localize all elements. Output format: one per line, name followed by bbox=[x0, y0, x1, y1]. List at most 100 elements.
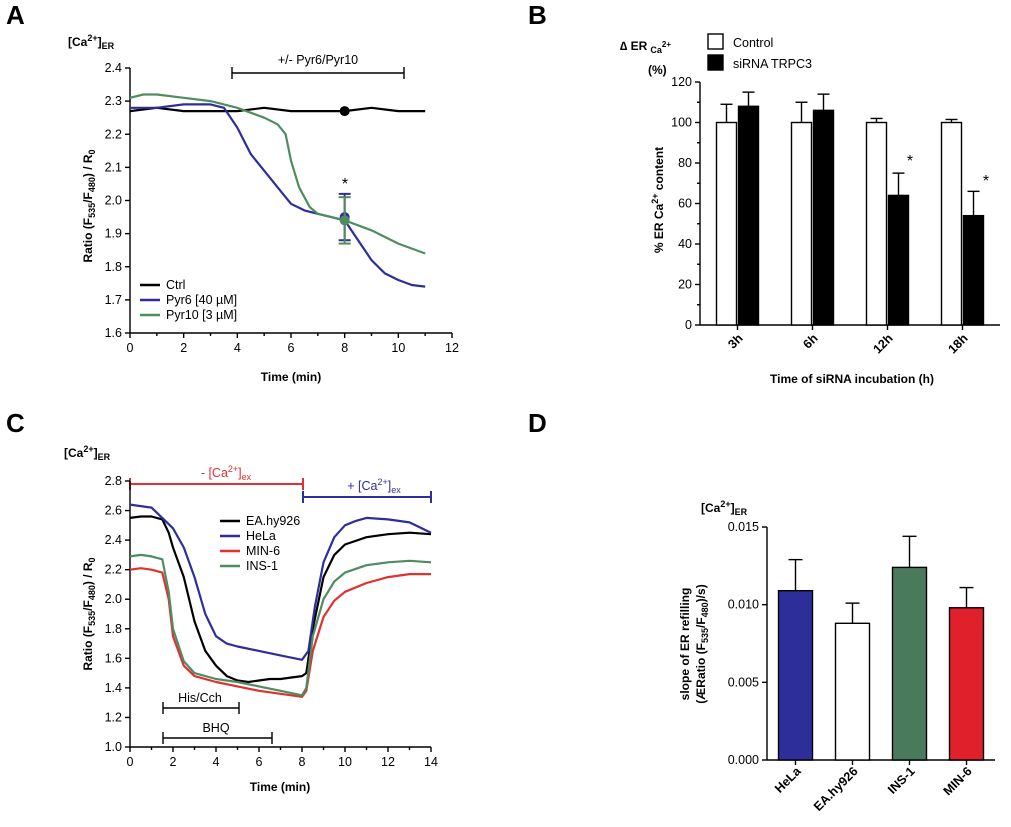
x-tick-label: 8 bbox=[299, 755, 306, 769]
panel-d: D [Ca2+]ER slope of ER refilling (ÆRatio… bbox=[528, 408, 995, 814]
x-tick-label: 0 bbox=[127, 755, 134, 769]
y-tick-label: 120 bbox=[671, 75, 692, 89]
legend-label: Ctrl bbox=[166, 278, 185, 292]
bar-INS-1 bbox=[891, 566, 928, 761]
x-tick-label: 2 bbox=[180, 341, 187, 355]
plus-calcium-label: + [Ca2+]ex bbox=[347, 477, 401, 495]
legend-swatch bbox=[707, 33, 724, 50]
legend-label: siRNA TRPC3 bbox=[733, 57, 812, 71]
legend-label: Control bbox=[733, 36, 773, 50]
y-tick-label: 0.010 bbox=[728, 598, 759, 612]
x-tick-label: 0 bbox=[127, 341, 134, 355]
x-tick-label: 6 bbox=[288, 341, 295, 355]
panel-a-xlabel: Time (min) bbox=[261, 370, 321, 384]
y-tick-label: 1.8 bbox=[105, 260, 122, 274]
bar-6h-0 bbox=[790, 121, 813, 326]
y-tick-label: 80 bbox=[678, 156, 692, 170]
series-line-1 bbox=[129, 503, 432, 661]
x-tick-label: 12 bbox=[445, 341, 459, 355]
panel-b-header: ∆ ER Ca2+ bbox=[620, 39, 671, 55]
y-tick-label: 2.2 bbox=[105, 127, 122, 141]
bar-12h-1 bbox=[887, 194, 910, 326]
series-line-0 bbox=[129, 515, 432, 684]
y-tick-label: 0.015 bbox=[728, 520, 759, 534]
y-tick-label: 2.6 bbox=[105, 504, 122, 518]
y-tick-label: 1.6 bbox=[105, 326, 122, 340]
y-tick-label: 1.7 bbox=[105, 293, 122, 307]
x-tick-label: MIN-6 bbox=[941, 764, 975, 798]
his-cch-label: His/Cch bbox=[178, 691, 222, 705]
x-tick-label: 14 bbox=[424, 755, 438, 769]
panel-b-plot bbox=[715, 91, 985, 326]
x-tick-label: 4 bbox=[234, 341, 241, 355]
panel-a-plot bbox=[129, 93, 426, 288]
y-tick-label: 1.9 bbox=[105, 227, 122, 241]
x-tick-label: 10 bbox=[391, 341, 405, 355]
legend-label: MIN-6 bbox=[246, 544, 280, 558]
y-tick-label: 1.2 bbox=[105, 710, 122, 724]
x-tick-label: 8 bbox=[341, 341, 348, 355]
y-tick-label: 2.8 bbox=[105, 474, 122, 488]
y-tick-label: 20 bbox=[678, 278, 692, 292]
series-line-3 bbox=[129, 553, 432, 697]
series-line-0 bbox=[129, 106, 426, 113]
legend-label: Pyr10 [3 µM] bbox=[166, 308, 237, 322]
panel-a-axes: 1.6 1.7 1.8 1.9 2.0 2.1 2.2 2.3 2.4 0 2 4 6 8 10 12 bbox=[105, 61, 459, 355]
panel-c-xlabel: Time (min) bbox=[250, 780, 310, 794]
y-tick-label: 2.2 bbox=[105, 563, 122, 577]
y-tick-label: 2.3 bbox=[105, 94, 122, 108]
panel-a-letter: A bbox=[6, 0, 25, 30]
x-tick-label: 10 bbox=[338, 755, 352, 769]
x-tick-label: 6h bbox=[800, 331, 820, 351]
series-line-1 bbox=[130, 103, 426, 288]
y-tick-label: 2.0 bbox=[105, 592, 122, 606]
x-tick-label: HeLa bbox=[772, 763, 804, 795]
panel-b-letter: B bbox=[528, 0, 547, 30]
panel-b-ylabel: % ER Ca2+ content bbox=[650, 147, 666, 253]
panel-b-header-unit: (%) bbox=[648, 63, 667, 77]
x-tick-label: EA.hy926 bbox=[811, 764, 861, 814]
panel-a-ylabel: Ratio (F535/F480) / R0 bbox=[81, 149, 97, 262]
bar-12h-0 bbox=[865, 121, 888, 326]
bar-6h-1 bbox=[812, 109, 835, 326]
x-tick-label: 18h bbox=[945, 331, 970, 356]
bar-HeLa bbox=[777, 589, 814, 761]
series-line-2 bbox=[129, 567, 431, 698]
x-tick-label: INS-1 bbox=[885, 764, 918, 797]
panel-d-letter: D bbox=[528, 408, 547, 438]
minus-calcium-label: - [Ca2+]ex bbox=[201, 464, 252, 482]
data-point-marker bbox=[339, 106, 350, 117]
panel-c-ylabel: Ratio (F535/F480) / R0 bbox=[81, 557, 97, 670]
x-tick-label: 2 bbox=[170, 755, 177, 769]
y-tick-label: 0.000 bbox=[728, 753, 759, 767]
x-tick-label: 12 bbox=[381, 755, 395, 769]
bar-18h-1 bbox=[962, 214, 985, 326]
panel-c: C [Ca2+]ER Ratio (F535/F480) / R0 Time (… bbox=[6, 408, 438, 794]
panel-b-legend: Control siRNA TRPC3 bbox=[707, 33, 812, 71]
data-point-marker bbox=[339, 215, 350, 226]
panel-a-subtitle: [Ca2+]ER bbox=[68, 33, 115, 51]
panel-d-ylabel-line1: slope of ER refilling bbox=[678, 588, 692, 701]
bhq-label: BHQ bbox=[202, 721, 229, 735]
bar-18h-0 bbox=[940, 121, 963, 326]
panel-b-xlabel: Time of siRNA incubation (h) bbox=[770, 372, 934, 386]
y-tick-label: 2.1 bbox=[105, 160, 122, 174]
bar-MIN-6 bbox=[948, 607, 985, 761]
y-tick-label: 1.4 bbox=[105, 681, 122, 695]
y-tick-label: 100 bbox=[671, 116, 692, 130]
y-tick-label: 2.4 bbox=[105, 533, 122, 547]
panel-d-plot bbox=[777, 535, 985, 761]
x-tick-label: 3h bbox=[725, 331, 745, 351]
y-tick-label: 60 bbox=[678, 197, 692, 211]
panel-a: A [Ca2+]ER Ratio (F535/F480) / R0 Time (… bbox=[6, 0, 459, 384]
legend-swatch bbox=[707, 54, 724, 71]
bar-3h-1 bbox=[737, 105, 760, 326]
x-tick-label: 4 bbox=[213, 755, 220, 769]
bar-3h-0 bbox=[715, 121, 738, 326]
y-tick-label: 0.005 bbox=[728, 675, 759, 689]
y-tick-label: 1.6 bbox=[105, 651, 122, 665]
panel-d-subtitle: [Ca2+]ER bbox=[701, 499, 748, 517]
pyr-bar-label: +/- Pyr6/Pyr10 bbox=[278, 53, 358, 67]
